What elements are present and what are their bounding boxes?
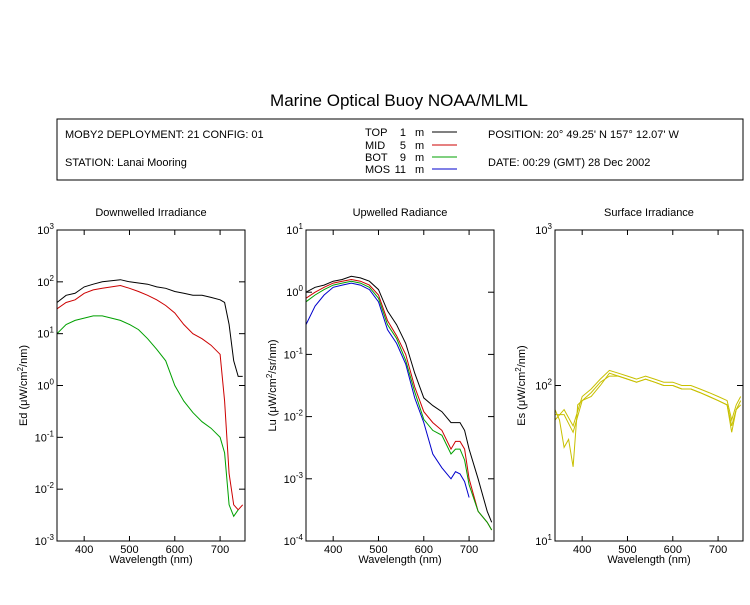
series-line-bot <box>306 280 493 531</box>
chart-panel-1: Downwelled Irradiance 400 500 600 700 10-3 10-… <box>16 207 246 566</box>
chart-panels: Downwelled Irradiance 400 500 600 700 10-3 10-… <box>16 207 744 566</box>
chart-title: Upwelled Radiance <box>353 207 448 219</box>
legend-entry-mid: MID 5 m <box>365 140 457 152</box>
series-group <box>555 369 742 467</box>
y-axis-label: Lu (μW/cm2/sr/nm) <box>265 339 279 431</box>
y-tick-label: 10-2 <box>284 409 304 424</box>
legend-entry-mos: MOS 11 m <box>365 164 457 176</box>
x-tick-label: 500 <box>618 544 636 556</box>
y-tick-label: 10-1 <box>284 346 304 361</box>
y-tick-label: 103 <box>37 222 54 237</box>
legend-name: TOP <box>365 127 387 139</box>
position-text: POSITION: 20° 49.25' N 157° 12.07' W <box>488 129 680 141</box>
series-line-mid <box>57 284 244 511</box>
legend-entry-top: TOP 1 m <box>365 127 457 139</box>
x-tick-label: 700 <box>460 544 478 556</box>
y-axis-label: Ed (μW/cm2/nm) <box>16 345 30 426</box>
x-tick-label: 500 <box>369 544 387 556</box>
y-tick-label: 10-4 <box>284 533 304 548</box>
legend-unit: m <box>415 127 424 139</box>
series-group <box>306 275 493 531</box>
series-line-top <box>306 275 493 523</box>
info-box <box>56 118 744 181</box>
chart-panel-2: Upwelled Radiance 400 500 600 700 10-4 10-3 10-… <box>265 207 495 566</box>
legend-name: BOT <box>365 152 388 164</box>
series-line-3 <box>555 375 742 434</box>
legend-name: MID <box>365 140 385 152</box>
x-axis-label: Wavelength (nm) <box>607 554 690 566</box>
series-line-mid <box>306 278 493 531</box>
series-line-mos <box>306 282 470 498</box>
y-tick-label: 102 <box>535 378 552 393</box>
series-line-1 <box>555 372 742 467</box>
chart-title: Surface Irradiance <box>604 207 694 219</box>
x-axis-label: Wavelength (nm) <box>109 554 192 566</box>
series-line-bot <box>57 315 239 518</box>
legend-depth: 11 <box>395 164 406 176</box>
x-tick-label: 400 <box>75 544 93 556</box>
legend-depth: 9 <box>400 152 406 164</box>
date-text: DATE: 00:29 (GMT) 28 Dec 2002 <box>488 157 650 169</box>
series-line-2 <box>555 369 742 428</box>
x-tick-label: 600 <box>166 544 184 556</box>
chart-title: Downwelled Irradiance <box>95 207 206 219</box>
legend-name: MOS <box>365 164 390 176</box>
x-tick-label: 400 <box>573 544 591 556</box>
legend-entry-bot: BOT 9 m <box>365 152 457 164</box>
series-group <box>57 279 244 518</box>
x-tick-label: 500 <box>120 544 138 556</box>
deployment-text: MOBY2 DEPLOYMENT: 21 CONFIG: 01 <box>65 129 264 141</box>
y-tick-label: 10-2 <box>35 481 55 496</box>
series-line-top <box>57 279 243 377</box>
chart-panel-3: Surface Irradiance 400 500 600 700 101 102 103 W… <box>514 207 744 566</box>
station-text: STATION: Lanai Mooring <box>65 157 187 169</box>
y-tick-label: 102 <box>37 274 54 289</box>
x-tick-label: 600 <box>664 544 682 556</box>
y-tick-label: 101 <box>535 533 552 548</box>
y-tick-label: 100 <box>286 284 303 299</box>
y-axis-label: Es (μW/cm2/nm) <box>514 345 528 425</box>
x-tick-label: 600 <box>415 544 433 556</box>
legend-unit: m <box>415 152 424 164</box>
y-tick-label: 10-3 <box>284 471 304 486</box>
plot-frame <box>56 229 246 542</box>
page-title: Marine Optical Buoy NOAA/MLML <box>270 91 528 110</box>
y-tick-label: 100 <box>37 378 54 393</box>
y-tick-label: 10-3 <box>35 533 55 548</box>
x-tick-label: 700 <box>709 544 727 556</box>
legend-depth: 1 <box>400 127 406 139</box>
legend-depth: 5 <box>400 140 406 152</box>
legend-unit: m <box>415 140 424 152</box>
x-tick-label: 700 <box>211 544 229 556</box>
y-tick-label: 101 <box>286 222 303 237</box>
plot-frame <box>305 229 495 542</box>
legend-unit: m <box>415 164 424 176</box>
plot-frame <box>554 229 744 542</box>
x-tick-label: 400 <box>324 544 342 556</box>
y-tick-label: 103 <box>535 222 552 237</box>
y-tick-label: 10-1 <box>35 429 55 444</box>
y-tick-label: 101 <box>37 326 54 341</box>
x-axis-label: Wavelength (nm) <box>358 554 441 566</box>
